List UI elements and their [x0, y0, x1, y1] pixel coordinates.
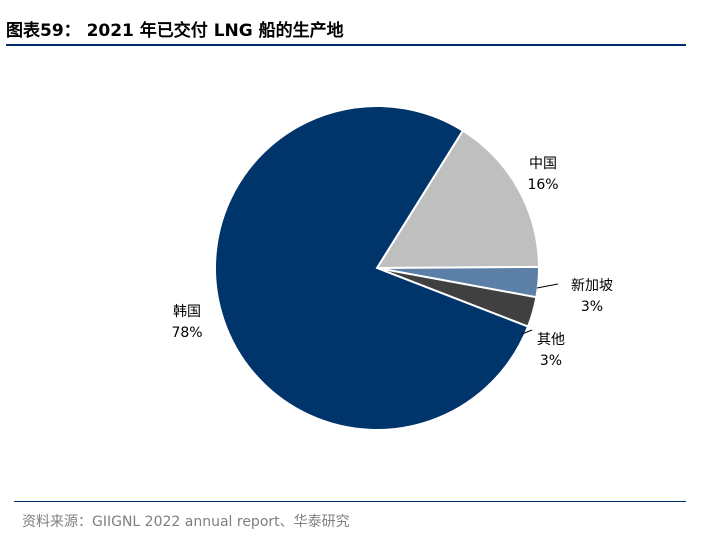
slice-value: 16%: [527, 177, 559, 193]
leader-line-other: [521, 329, 533, 335]
title-bar: 图表59： 2021 年已交付 LNG 船的生产地: [6, 14, 686, 46]
slice-name: 中国: [529, 156, 557, 172]
pie-slice-korea: [214, 105, 530, 431]
slice-value: 78%: [171, 325, 203, 341]
chart-title: 图表59： 2021 年已交付 LNG 船的生产地: [6, 21, 344, 41]
slice-name: 其他: [537, 332, 565, 348]
leader-line-singapore: [536, 283, 559, 289]
slice-label-korea: 韩国 78%: [164, 302, 210, 344]
slice-value: 3%: [539, 353, 563, 369]
slice-name: 新加坡: [571, 278, 613, 294]
pie-chart-svg: [214, 105, 559, 431]
pie-chart: 中国 16% 新加坡 3% 其他 3% 韩国 78%: [0, 48, 704, 498]
pie-slice-china: [375, 129, 541, 270]
source-note: 资料来源：GIIGNL 2022 annual report、华泰研究: [22, 514, 350, 530]
footer-divider: [14, 501, 686, 502]
slice-label-china: 中国 16%: [520, 154, 566, 196]
slice-label-other: 其他 3%: [528, 330, 574, 372]
slice-value: 3%: [580, 299, 604, 315]
slice-name: 韩国: [173, 304, 201, 320]
slice-label-singapore: 新加坡 3%: [560, 276, 624, 318]
